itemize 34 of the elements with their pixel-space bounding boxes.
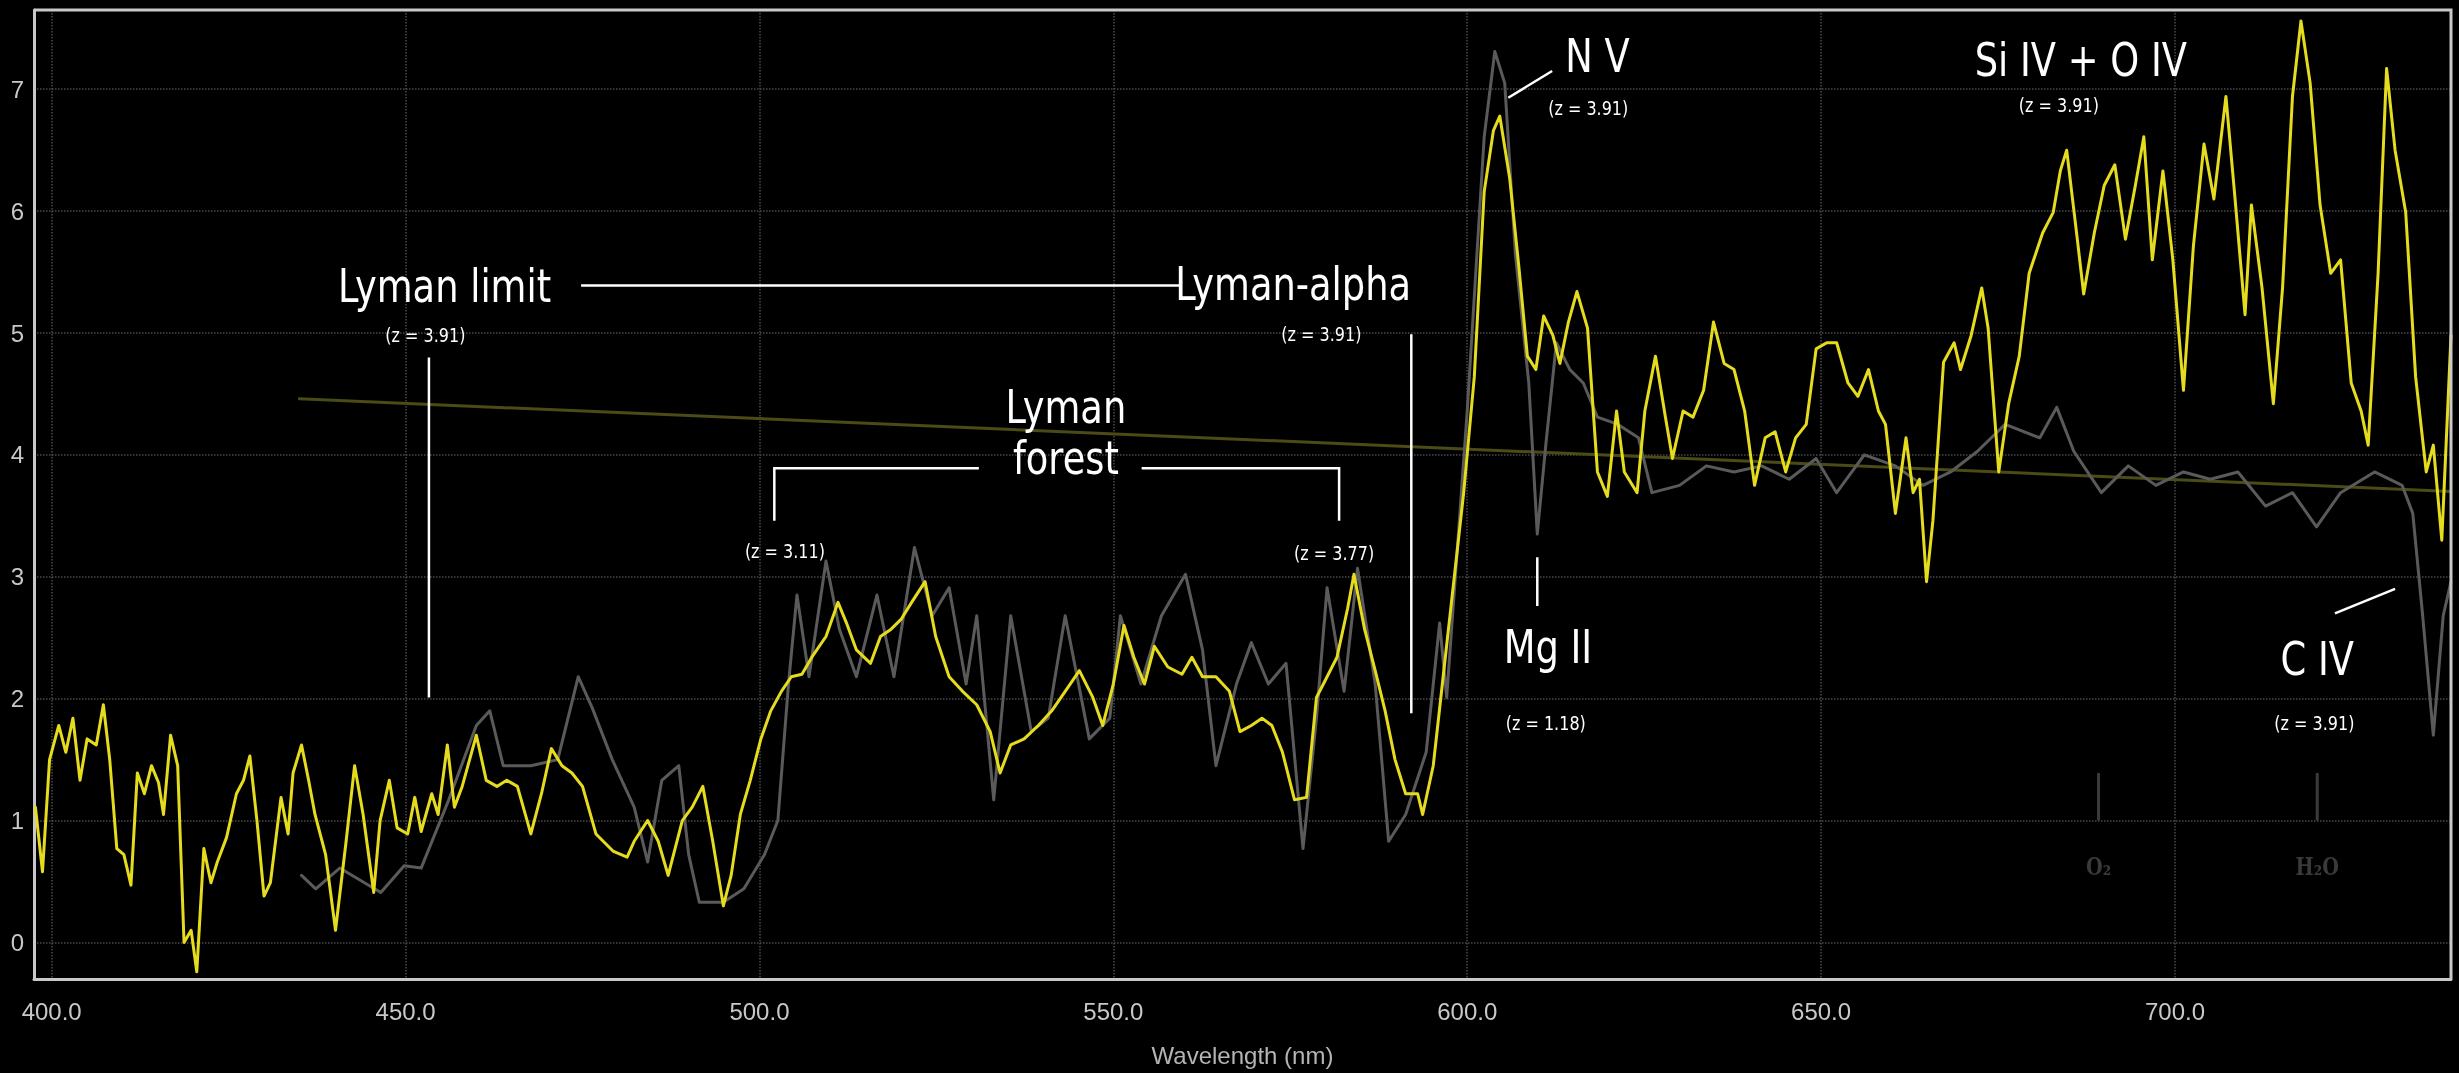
x-tick-label: 600.0 [1437, 997, 1498, 1025]
annotation: (z = 3.77) [1294, 541, 1375, 565]
y-tick-label: 6 [10, 197, 24, 225]
y-tick-label: 7 [10, 75, 24, 103]
x-axis-title: Wavelength (nm) [1151, 1041, 1334, 1069]
annotation: Si IV + O IV [1974, 32, 2188, 87]
x-tick-label: 550.0 [1083, 997, 1144, 1025]
x-tick-label: 500.0 [729, 997, 790, 1025]
y-tick-label: 3 [10, 563, 24, 591]
y-tick-label: 2 [10, 685, 24, 713]
x-tick-label: 400.0 [21, 997, 82, 1025]
annotation: (z = 1.18) [1505, 711, 1586, 735]
annotation: (z = 3.91) [385, 323, 466, 347]
annotation: (z = 3.11) [744, 539, 825, 563]
annotation: (z = 3.91) [2018, 93, 2099, 117]
y-tick-label: 4 [10, 441, 24, 469]
line-series [33, 19, 2453, 974]
annotation: C IV [2280, 632, 2355, 687]
annotation: Lyman forest [1005, 380, 1127, 486]
annotation: O₂ [2085, 852, 2112, 881]
x-tick-label: 450.0 [375, 997, 436, 1025]
y-tick-label: 1 [10, 807, 24, 835]
y-tick-label: 0 [10, 928, 24, 956]
annotation: (z = 3.91) [1281, 322, 1362, 346]
annotation: (z = 3.91) [1548, 96, 1629, 120]
annotation: (z = 3.91) [2274, 711, 2355, 735]
annotation: N V [1565, 29, 1631, 84]
annotation: Lyman-alpha [1175, 256, 1412, 312]
x-tick-label: 700.0 [2144, 997, 2205, 1025]
y-tick-label: 5 [10, 319, 24, 347]
annotation: Mg II [1503, 620, 1593, 675]
annotation: H₂O [2295, 852, 2339, 881]
x-tick-label: 650.0 [1791, 997, 1852, 1025]
annotation: Lyman limit [337, 259, 552, 314]
